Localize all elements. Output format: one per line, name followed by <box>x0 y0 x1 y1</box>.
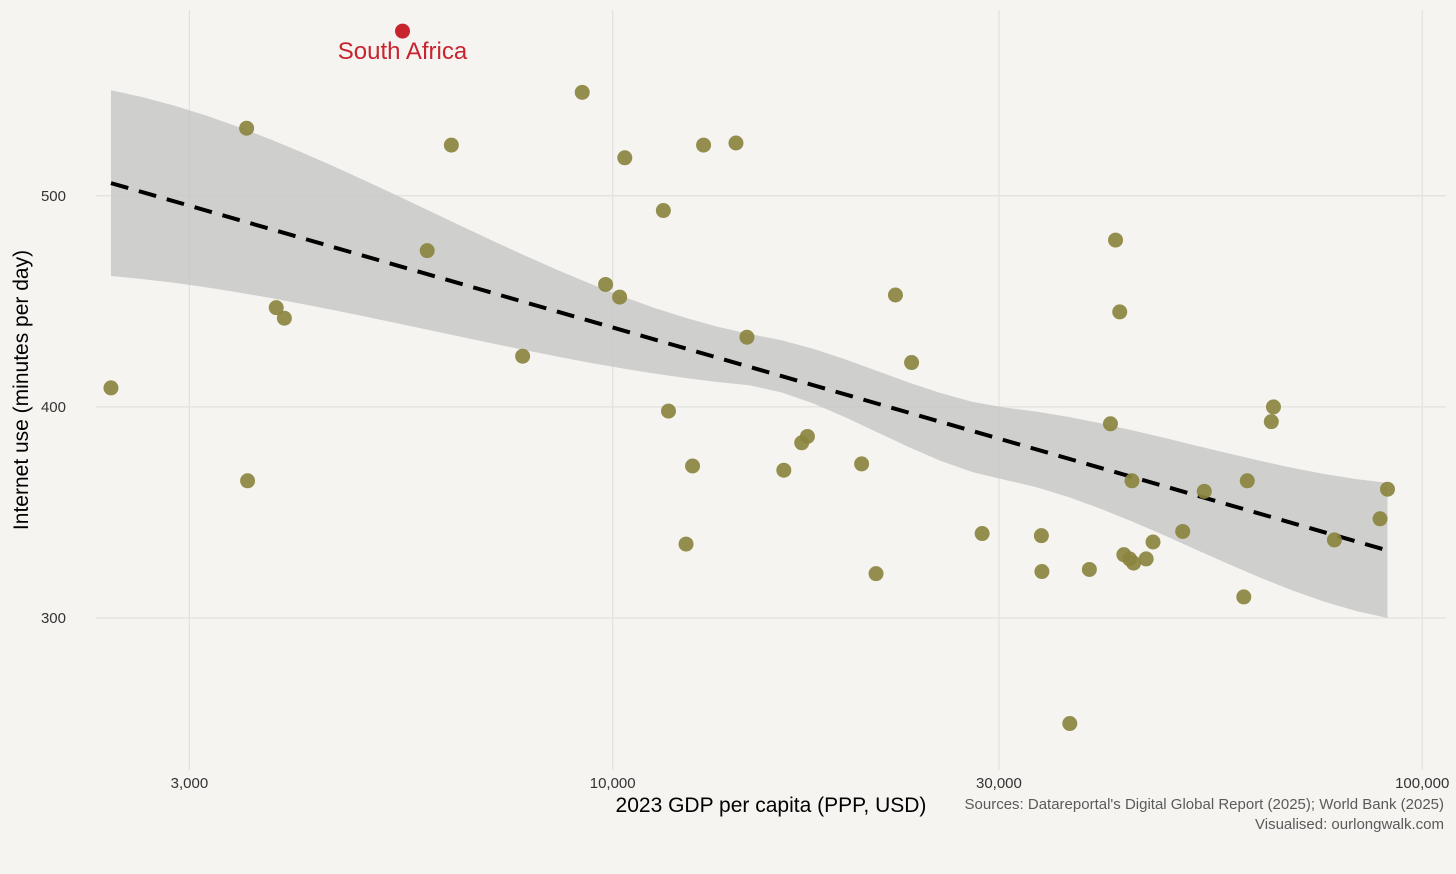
data-point-48 <box>1372 511 1388 527</box>
data-point-25 <box>887 287 903 303</box>
data-point-39 <box>1138 551 1154 567</box>
data-point-10 <box>598 276 614 292</box>
south-africa-point <box>395 23 411 39</box>
data-point-30 <box>1062 716 1078 732</box>
data-point-20 <box>776 462 792 478</box>
sources-caption: Sources: Datareportal's Digital Global R… <box>964 796 1444 813</box>
credit-caption: Visualised: ourlongwalk.com <box>1255 816 1444 833</box>
data-point-1 <box>103 380 119 396</box>
data-points <box>103 84 1396 732</box>
data-point-18 <box>728 135 744 151</box>
y-axis-title: Internet use (minutes per day) <box>10 250 33 530</box>
x-axis-ticks: 3,000 10,000 30,000 100,000 <box>171 775 1450 792</box>
y-tick-label: 400 <box>41 399 66 416</box>
data-point-44 <box>1239 473 1255 489</box>
x-tick-label: 10,000 <box>590 775 636 792</box>
data-point-3 <box>240 473 256 489</box>
data-point-40 <box>1145 534 1161 550</box>
y-tick-label: 300 <box>41 610 66 627</box>
data-point-46 <box>1265 399 1281 415</box>
south-africa-label: South Africa <box>338 38 468 65</box>
data-point-38 <box>1126 555 1142 571</box>
data-point-2 <box>239 120 255 136</box>
data-point-6 <box>419 243 435 259</box>
data-point-26 <box>904 355 920 371</box>
confidence-band <box>111 90 1388 618</box>
data-point-7 <box>443 137 459 153</box>
data-point-34 <box>1112 304 1128 320</box>
data-point-13 <box>655 203 671 219</box>
data-point-23 <box>854 456 870 472</box>
data-point-4 <box>268 300 284 316</box>
x-tick-label: 30,000 <box>976 775 1022 792</box>
x-axis-title: 2023 GDP per capita (PPP, USD) <box>616 794 927 817</box>
data-point-11 <box>612 289 628 305</box>
data-point-33 <box>1108 232 1124 248</box>
data-point-24 <box>868 566 884 582</box>
data-point-42 <box>1196 483 1212 499</box>
data-point-43 <box>1236 589 1252 605</box>
data-point-41 <box>1175 523 1191 539</box>
y-tick-label: 500 <box>41 188 66 205</box>
data-point-14 <box>660 403 676 419</box>
data-point-37 <box>1124 473 1140 489</box>
data-point-29 <box>1034 564 1050 580</box>
data-point-19 <box>739 329 755 345</box>
data-point-31 <box>1081 561 1097 577</box>
data-point-17 <box>696 137 712 153</box>
data-point-28 <box>1033 528 1049 544</box>
data-point-45 <box>1263 414 1279 430</box>
data-point-47 <box>1326 532 1342 548</box>
data-point-12 <box>617 150 633 166</box>
data-point-16 <box>685 458 701 474</box>
data-point-27 <box>974 526 990 542</box>
data-point-8 <box>515 348 531 364</box>
x-tick-label: 3,000 <box>171 775 209 792</box>
y-axis-ticks: 300 400 500 <box>41 188 66 627</box>
data-point-32 <box>1102 416 1118 432</box>
x-tick-label: 100,000 <box>1395 775 1449 792</box>
data-point-22 <box>799 428 815 444</box>
data-point-49 <box>1380 481 1396 497</box>
data-point-5 <box>276 310 292 326</box>
trend-line <box>110 181 1389 553</box>
data-point-15 <box>678 536 694 552</box>
data-point-9 <box>574 84 590 100</box>
